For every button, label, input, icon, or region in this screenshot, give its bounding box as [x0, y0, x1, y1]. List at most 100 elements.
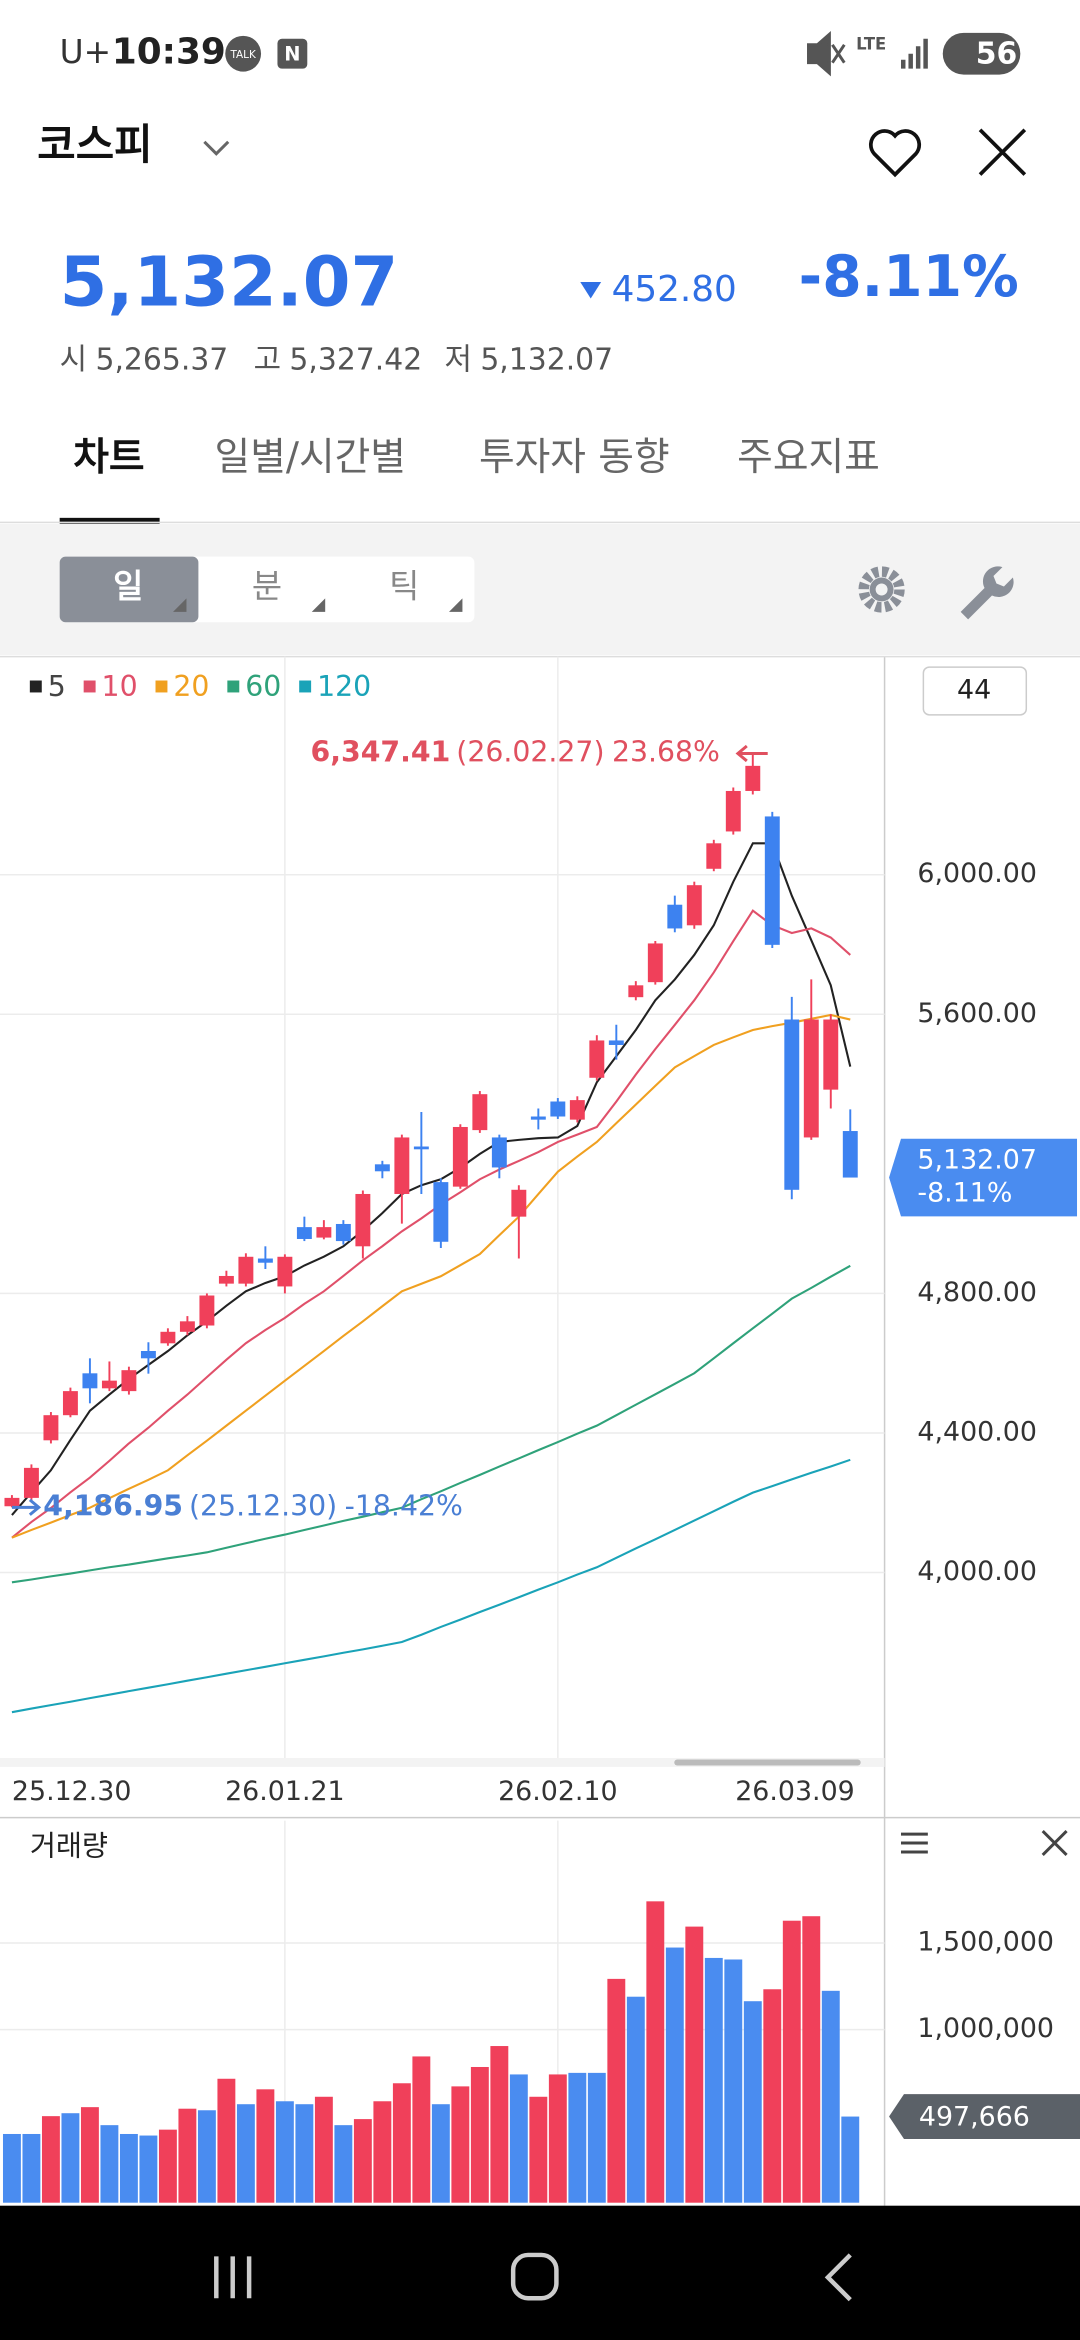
back-button[interactable]: [824, 2253, 852, 2302]
volume-bar: [587, 2072, 606, 2203]
volume-bar: [275, 2101, 294, 2203]
volume-title: 거래량: [30, 1830, 108, 1863]
candle-body: [608, 1040, 624, 1045]
volume-bar: [704, 1957, 723, 2203]
candle-body: [394, 1137, 410, 1194]
tab[interactable]: 일별/시간별: [215, 435, 406, 480]
period-option[interactable]: 일: [113, 567, 143, 605]
candle-body: [257, 1258, 273, 1263]
volume-bar: [80, 2107, 99, 2203]
high-label: 고: [254, 343, 281, 378]
current-price-label: 5,132.07: [917, 1145, 1037, 1176]
current-price: 5,132.07: [60, 243, 399, 323]
x-tick-label: 26.02.10: [498, 1776, 618, 1807]
page-title[interactable]: 코스피: [37, 120, 152, 169]
visible-count: 44: [957, 674, 991, 705]
volume-bar: [314, 2096, 333, 2203]
candle-body: [842, 1131, 858, 1178]
candle-body: [589, 1040, 605, 1078]
volume-bar: [821, 1990, 840, 2203]
home-button[interactable]: [510, 2252, 559, 2301]
volume-bar: [100, 2125, 119, 2203]
signal-icon: [900, 38, 928, 69]
max-pct: 23.68%: [612, 735, 720, 768]
talk-icon: [225, 35, 262, 72]
volume-bar: [139, 2135, 158, 2203]
favorite-button[interactable]: [868, 129, 922, 178]
volume-bar: [178, 2108, 197, 2203]
candle-body: [413, 1146, 429, 1150]
network-type: LTE: [856, 34, 886, 53]
plot-layer: 4,000.00 4,400.00 4,800.00 5,600.00 6,000.00…: [0, 656, 1080, 2203]
candle-body: [374, 1164, 390, 1172]
menu-button[interactable]: [900, 1832, 928, 1854]
min-pct: -18.42%: [345, 1489, 463, 1522]
nav-bar: [0, 2205, 1080, 2340]
legend-label: 120: [317, 670, 371, 703]
max-value: 6,347.41: [311, 735, 451, 768]
current-pct-label: -8.11%: [917, 1177, 1012, 1208]
candle-body: [511, 1189, 527, 1217]
candle-body: [43, 1415, 59, 1441]
min-date: (25.12.30): [189, 1489, 337, 1522]
volume-bar: [451, 2086, 470, 2203]
candle-body: [316, 1227, 332, 1238]
open-value: 5,265.37: [95, 343, 228, 378]
volume-bar: [158, 2129, 177, 2203]
candle-body: [121, 1370, 137, 1392]
period-option[interactable]: 분: [252, 567, 282, 605]
candle-body: [140, 1350, 156, 1359]
volume-bar: [431, 2104, 450, 2203]
close-indicator-button[interactable]: [1041, 1830, 1068, 1857]
candle-body: [647, 943, 663, 983]
talk-icon-text: TALK: [229, 49, 257, 61]
battery-icon: [942, 32, 1021, 75]
scroll-track: [0, 1757, 885, 1767]
volume-bar: [61, 2113, 80, 2203]
tab[interactable]: 차트: [73, 435, 144, 480]
close-button[interactable]: [978, 128, 1027, 176]
volume-bar: [568, 2072, 587, 2203]
y-tick-label: 1,000,000: [917, 2013, 1054, 2044]
volume-bar: [841, 2116, 860, 2203]
price-change: 452.80: [612, 269, 737, 310]
min-arrow: [11, 1498, 42, 1516]
recent-apps-button[interactable]: [214, 2256, 252, 2299]
legend-swatch: [299, 680, 312, 693]
current-volume-tag: [889, 2094, 1080, 2139]
volume-bar: [470, 2066, 489, 2203]
count-box[interactable]: [922, 666, 1028, 716]
down-triangle: [580, 282, 602, 299]
moving-average-line: [11, 842, 852, 1516]
period-selected[interactable]: [59, 556, 199, 623]
current-volume-label: 497,666: [919, 2102, 1030, 2133]
tab[interactable]: 주요지표: [737, 435, 880, 480]
candle-body: [82, 1373, 98, 1389]
volume-bar: [22, 2133, 41, 2203]
tools-button[interactable]: [960, 566, 1014, 620]
volume-bar: [548, 2074, 567, 2203]
legend-label: 60: [245, 670, 281, 703]
volume-bar: [802, 1916, 821, 2203]
dropdown-chevron[interactable]: [203, 140, 230, 156]
candle-body: [179, 1321, 195, 1332]
tab[interactable]: 투자자 동향: [479, 435, 670, 480]
volume-bar: [607, 1978, 626, 2203]
volume-bar: [236, 2104, 255, 2203]
settings-button[interactable]: [858, 566, 905, 613]
candle-body: [452, 1126, 468, 1187]
legend-label: 20: [173, 670, 209, 703]
candle-body: [725, 790, 741, 832]
candle-body: [569, 1100, 585, 1120]
volume-bar: [509, 2074, 528, 2203]
scroll-thumb[interactable]: [674, 1759, 861, 1766]
x-tick-label: 25.12.30: [12, 1776, 132, 1807]
candle-body: [686, 885, 702, 926]
clock: 10:39: [112, 32, 226, 73]
volume-bar: [412, 2056, 431, 2203]
period-option[interactable]: 틱: [389, 567, 419, 605]
candle-body: [491, 1137, 507, 1168]
volume-bar: [373, 2101, 392, 2203]
volume-bar: [724, 1959, 743, 2203]
candle-body: [433, 1182, 449, 1242]
